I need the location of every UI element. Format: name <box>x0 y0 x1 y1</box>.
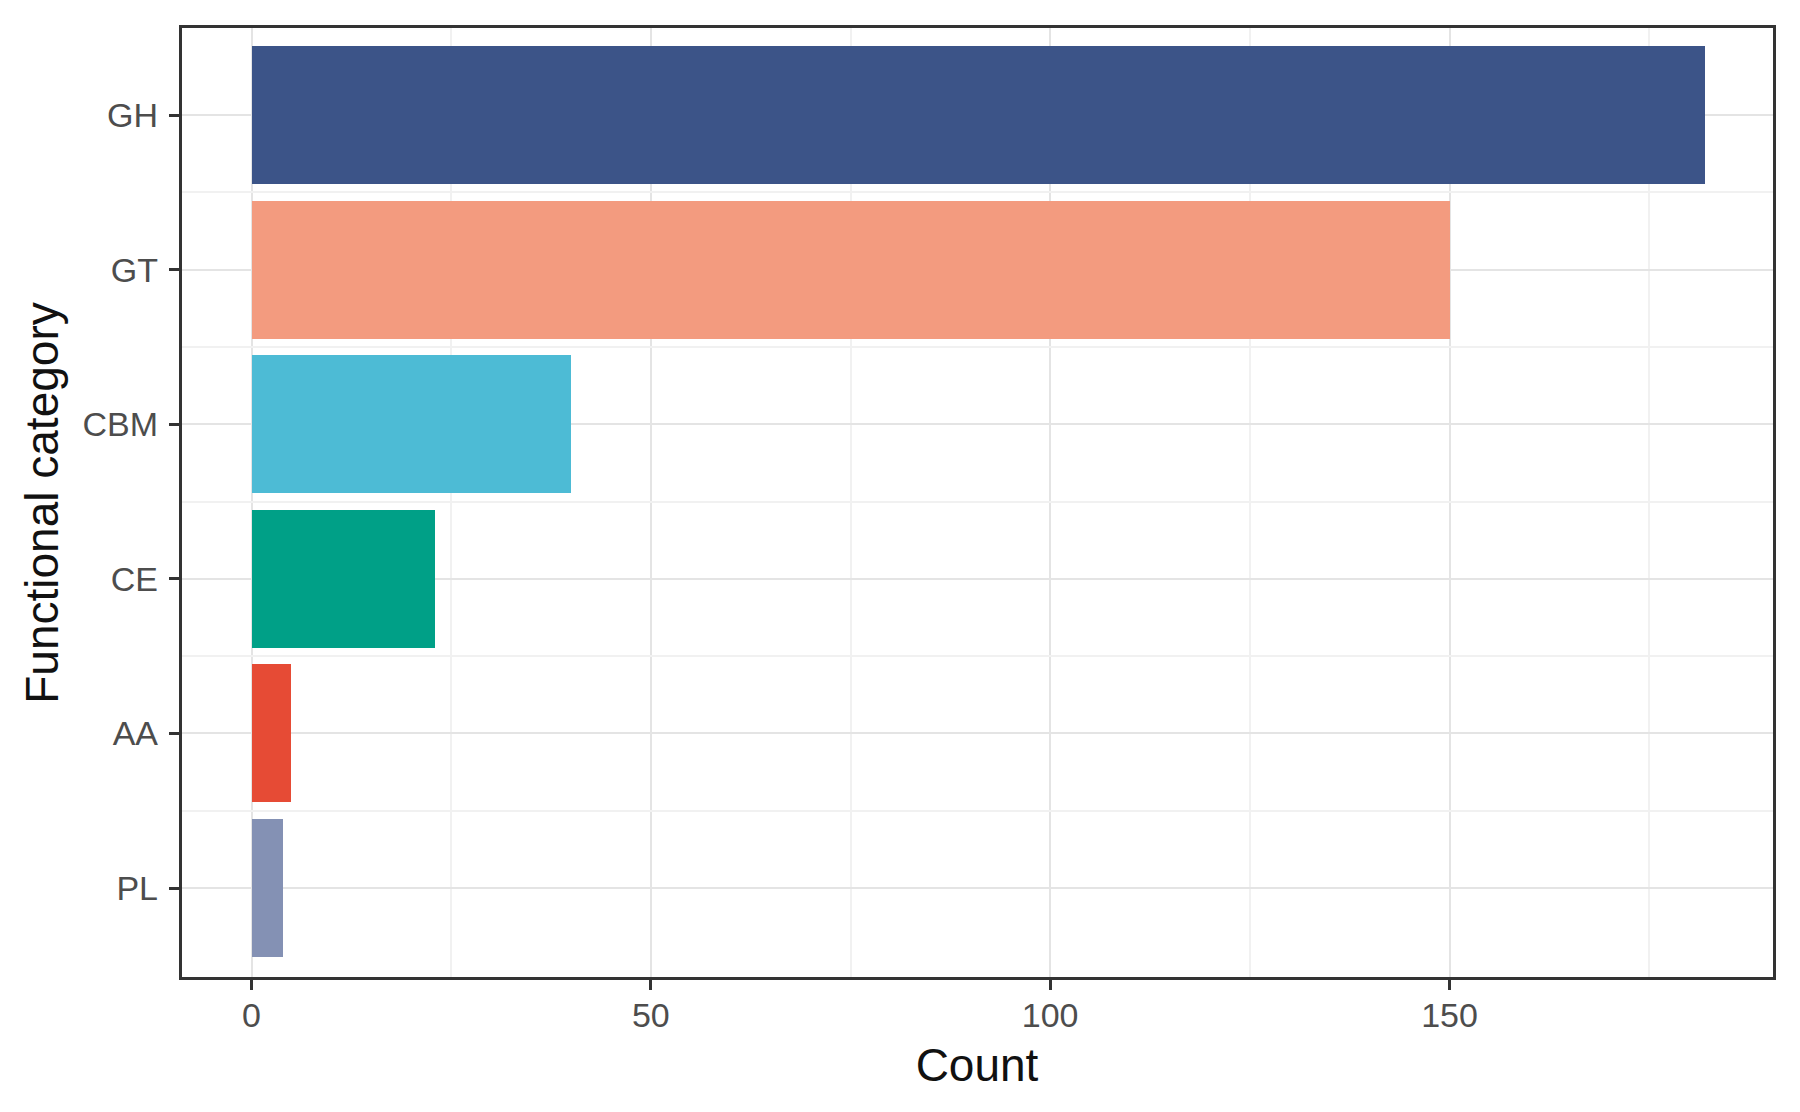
bar-aa <box>252 664 292 802</box>
bar-gh <box>252 46 1706 184</box>
x-tick-mark <box>1049 980 1052 990</box>
bar-gt <box>252 201 1450 339</box>
x-tick-label: 0 <box>242 998 261 1032</box>
gridline-horizontal-minor <box>182 655 1773 657</box>
y-tick-mark <box>169 887 179 890</box>
bar-pl <box>252 819 284 957</box>
x-tick-mark <box>250 980 253 990</box>
gridline-horizontal-minor <box>182 191 1773 193</box>
y-tick-mark <box>169 268 179 271</box>
gridline-horizontal-major <box>182 732 1773 734</box>
y-tick-mark <box>169 423 179 426</box>
x-tick-label: 150 <box>1421 998 1478 1032</box>
y-tick-label-pl: PL <box>0 871 158 905</box>
gridline-horizontal-major <box>182 887 1773 889</box>
y-tick-label-gh: GH <box>0 98 158 132</box>
gridline-horizontal-minor <box>182 346 1773 348</box>
x-tick-label: 100 <box>1022 998 1079 1032</box>
bar-ce <box>252 510 436 648</box>
y-tick-label-aa: AA <box>0 716 158 750</box>
y-tick-mark <box>169 114 179 117</box>
x-tick-mark <box>649 980 652 990</box>
gridline-horizontal-minor <box>182 501 1773 503</box>
y-tick-mark <box>169 732 179 735</box>
x-tick-mark <box>1448 980 1451 990</box>
bar-cbm <box>252 355 571 493</box>
gridline-horizontal-minor <box>182 810 1773 812</box>
y-axis-title: Functional category <box>19 302 65 703</box>
bar-chart-figure: 050100150 GHGTCBMCEAAPL Count Functional… <box>0 0 1800 1112</box>
plot-panel <box>179 25 1776 980</box>
y-tick-mark <box>169 577 179 580</box>
x-tick-label: 50 <box>632 998 670 1032</box>
y-tick-label-gt: GT <box>0 253 158 287</box>
x-axis-title: Count <box>916 1042 1039 1088</box>
